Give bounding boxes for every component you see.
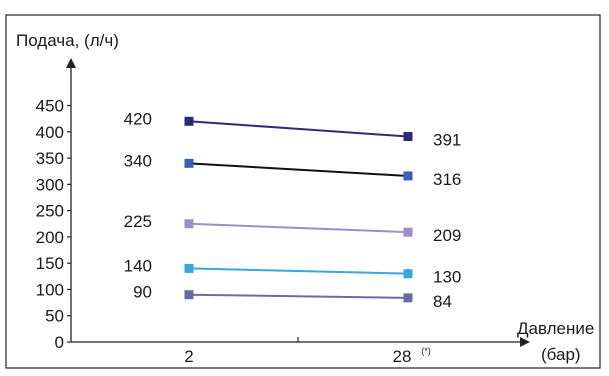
y-tick-label: 250 bbox=[36, 202, 64, 221]
y-tick-label: 100 bbox=[36, 280, 64, 299]
y-tick-label: 400 bbox=[36, 123, 64, 142]
data-point bbox=[184, 219, 194, 229]
series-4: 90 84 bbox=[133, 283, 452, 311]
data-label: 140 bbox=[124, 256, 152, 275]
data-point bbox=[184, 290, 194, 300]
y-tick-label: 350 bbox=[36, 149, 64, 168]
data-label: 340 bbox=[124, 151, 152, 170]
series-0: 420 391 bbox=[124, 109, 462, 149]
y-tick-label: 150 bbox=[36, 254, 64, 273]
data-point bbox=[403, 171, 413, 181]
series-3: 140 130 bbox=[124, 256, 462, 286]
y-tick-label: 200 bbox=[36, 228, 64, 247]
series-line bbox=[188, 120, 409, 138]
x-axis: 2 28 (*) bbox=[71, 337, 530, 366]
series-2: 225 209 bbox=[124, 212, 462, 245]
series-line bbox=[188, 222, 409, 234]
y-tick-label: 450 bbox=[36, 97, 64, 116]
x-axis-label-line1: Давление bbox=[517, 319, 594, 338]
y-tick-label: 300 bbox=[36, 175, 64, 194]
y-tick-label: 0 bbox=[55, 333, 64, 352]
x-tick-footnote: (*) bbox=[421, 346, 431, 356]
data-label: 391 bbox=[433, 131, 461, 150]
y-axis-label: Подача, (л/ч) bbox=[16, 31, 119, 50]
x-axis-arrow bbox=[520, 337, 530, 347]
data-point bbox=[184, 158, 194, 168]
data-label: 225 bbox=[124, 212, 152, 231]
series-1: 340 316 bbox=[124, 151, 462, 189]
data-point bbox=[184, 263, 194, 273]
series-line bbox=[188, 267, 409, 275]
series-line bbox=[188, 162, 409, 177]
y-tick-label: 50 bbox=[45, 307, 64, 326]
data-point bbox=[403, 132, 413, 142]
x-tick-label: 28 bbox=[393, 347, 412, 366]
data-point bbox=[403, 293, 413, 303]
x-tick-label: 2 bbox=[184, 347, 193, 366]
series-line bbox=[188, 293, 409, 299]
data-label: 316 bbox=[433, 170, 461, 189]
data-label: 209 bbox=[433, 226, 461, 245]
x-axis-label-line2: (бар) bbox=[541, 345, 581, 364]
data-point bbox=[403, 227, 413, 237]
data-point bbox=[403, 269, 413, 279]
y-axis: 0 50 100 150 200 250 300 350 400 450 bbox=[36, 58, 76, 352]
series-group: 420 391 340 316 225 209 140 130 90 84 bbox=[124, 109, 462, 311]
data-label: 90 bbox=[133, 283, 152, 302]
chart-frame bbox=[5, 14, 601, 369]
y-axis-arrow bbox=[66, 58, 76, 68]
data-label: 84 bbox=[433, 292, 452, 311]
data-label: 130 bbox=[433, 268, 461, 287]
data-label: 420 bbox=[124, 109, 152, 128]
data-point bbox=[184, 116, 194, 126]
